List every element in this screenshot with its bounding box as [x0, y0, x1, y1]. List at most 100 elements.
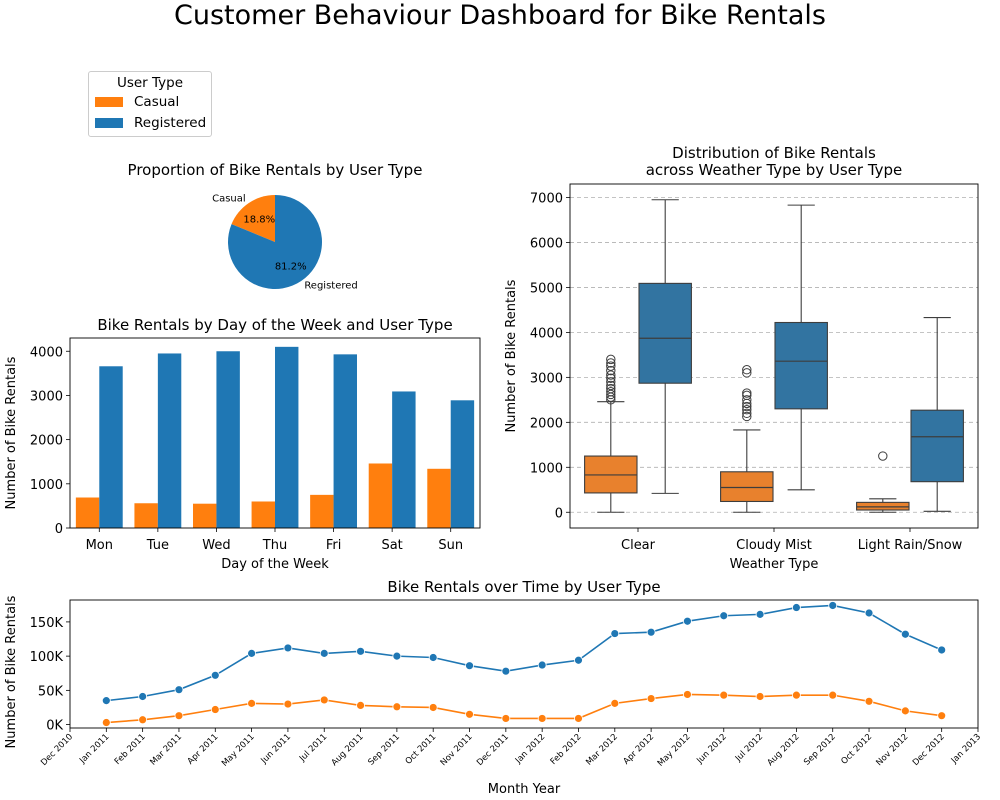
pie-slice-casual [231, 195, 275, 242]
line-point-registered [719, 611, 729, 621]
bar-y-tick-label: 1000 [30, 478, 63, 493]
line-x-tick-label: May 2011 [220, 732, 257, 769]
box-y-tick-label: 7000 [530, 191, 563, 206]
line-x-tick-label: Oct 2011 [404, 732, 439, 767]
box-y-tick-label: 0 [555, 506, 563, 521]
line-point-casual [465, 709, 474, 719]
line-x-tick-label: Nov 2012 [874, 732, 910, 768]
line-point-casual [356, 701, 365, 710]
line-y-tick-label: 0K [46, 719, 63, 734]
box-outlier-casual-clear [606, 380, 616, 391]
line-point-casual [683, 690, 692, 699]
line-point-registered [574, 655, 583, 665]
box-y-tick-label: 3000 [530, 371, 563, 386]
line-point-casual [792, 690, 801, 700]
line-x-tick-label: Mar 2011 [148, 732, 184, 768]
bar-registered-tue [157, 353, 182, 528]
dashboard-title: Customer Behaviour Dashboard for Bike Re… [174, 0, 826, 31]
box-outlier-casual-cloudy-mist [742, 408, 752, 419]
bar-casual-thu [251, 501, 275, 528]
bar-chart-title: Bike Rentals by Day of the Week and User… [97, 316, 452, 334]
line-point-registered [465, 661, 474, 671]
line-point-casual [537, 714, 547, 723]
box-x-tick-label: Cloudy Mist [736, 538, 812, 553]
line-series-registered [106, 604, 942, 702]
line-x-tick-label: Nov 2011 [439, 732, 475, 768]
line-point-casual [646, 694, 656, 703]
box-x-axis-label: Weather Type [730, 557, 819, 572]
line-point-registered [319, 648, 329, 658]
line-y-axis-label: Number of Bike Rentals [4, 595, 19, 748]
box-outlier-casual-clear [606, 377, 616, 387]
line-series-casual [106, 693, 942, 724]
line-point-registered [210, 670, 220, 680]
pie-label-casual: Casual [212, 193, 246, 204]
box-outlier-casual-clear [606, 373, 616, 383]
bar-registered-mon [99, 366, 123, 528]
box-outlier-casual-cloudy-mist [742, 388, 752, 398]
box-outlier-casual-cloudy-mist [742, 405, 752, 415]
legend-title: User Type [116, 75, 184, 91]
box-outlier-casual-clear [606, 389, 616, 400]
line-x-tick-label: Feb 2012 [549, 732, 584, 767]
line-point-registered [646, 627, 656, 637]
pie-title: Proportion of Bike Rentals by User Type [128, 161, 423, 179]
line-point-registered [610, 629, 620, 638]
bar-y-tick-label: 3000 [30, 389, 63, 404]
line-point-casual [247, 698, 257, 708]
line-point-registered [174, 685, 184, 695]
line-x-tick-label: Jan 2012 [513, 732, 547, 766]
box-outlier-casual-light-rain-snow [878, 451, 888, 461]
line-point-casual [937, 711, 947, 721]
legend-swatch-casual [95, 96, 123, 107]
bar-casual-sun [427, 468, 451, 528]
line-x-tick-label: Apr 2011 [186, 732, 221, 767]
line-x-tick-label: Oct 2012 [839, 732, 874, 767]
line-point-registered [428, 653, 438, 662]
box-outlier-casual-clear [606, 387, 616, 397]
line-y-tick-label: 50K [38, 684, 64, 699]
line-x-tick-label: Sep 2011 [366, 732, 402, 768]
line-point-casual [428, 703, 438, 712]
bar-x-tick-label: Wed [202, 538, 230, 553]
line-point-registered [392, 651, 402, 661]
box-registered-cloudy-mist [774, 321, 828, 410]
line-point-casual [319, 695, 329, 705]
line-point-casual [392, 702, 402, 712]
line-y-tick-label: 150K [30, 616, 64, 631]
box-outlier-casual-cloudy-mist [742, 368, 752, 378]
line-point-casual [501, 714, 511, 723]
box-chart-title-line-2: across Weather Type by User Type [646, 161, 903, 179]
box-outlier-casual-clear [606, 383, 616, 394]
box-outlier-casual-clear [606, 361, 616, 371]
line-x-tick-label: Dec 2012 [911, 732, 947, 768]
box-y-tick-label: 2000 [530, 416, 563, 431]
box-casual-light-rain-snow [856, 501, 910, 511]
line-point-casual [210, 705, 220, 714]
line-point-registered [864, 608, 874, 618]
pie-slice-registered [228, 195, 323, 290]
line-chart-frame [69, 599, 979, 729]
line-point-registered [283, 643, 293, 653]
line-x-tick-label: Jan 2011 [77, 732, 111, 766]
line-point-registered [828, 601, 838, 610]
line-point-registered [356, 646, 365, 656]
bar-casual-fri [310, 494, 334, 528]
bar-y-axis-label: Number of Bike Rentals [4, 356, 19, 509]
box-y-axis-label: Number of Bike Rentals [504, 279, 519, 432]
line-point-casual [174, 711, 184, 721]
box-outlier-casual-clear [606, 354, 616, 365]
line-x-tick-label: Jul 2012 [733, 732, 765, 764]
box-chart-title-line-1: Distribution of Bike Rentals [672, 144, 876, 162]
box-outlier-casual-cloudy-mist [742, 365, 752, 375]
bar-y-tick-label: 2000 [30, 434, 63, 449]
line-x-tick-label: Jun 2011 [259, 732, 293, 766]
pie-pct-registered: 81.2% [275, 261, 307, 272]
line-point-casual [574, 714, 583, 723]
box-outlier-casual-clear [606, 365, 616, 376]
line-x-tick-label: Jan 2013 [949, 732, 983, 766]
bar-x-tick-label: Sat [381, 538, 402, 553]
bar-registered-sat [392, 391, 416, 528]
box-outlier-casual-cloudy-mist [742, 411, 752, 422]
